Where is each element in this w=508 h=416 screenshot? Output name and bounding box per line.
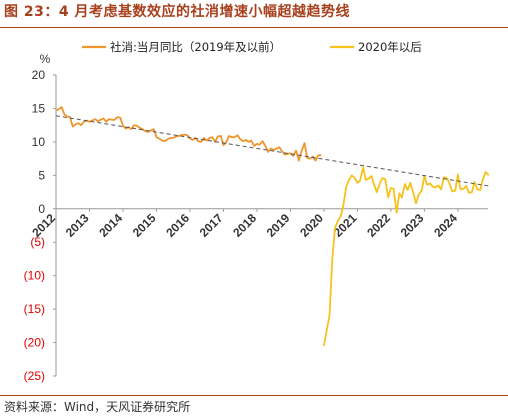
y-axis-unit: %: [40, 52, 51, 66]
y-tick-label: (25): [24, 369, 45, 383]
y-tick-label: 20: [32, 68, 46, 82]
x-tick-label: 2020: [297, 211, 326, 240]
x-tick-label: 2023: [398, 211, 427, 240]
y-tick-label: 0: [38, 202, 45, 216]
x-tick-label: 2013: [63, 211, 92, 240]
x-tick-label: 2022: [364, 211, 393, 240]
legend-label: 社消:当月同比（2019年及以前）: [110, 40, 281, 54]
chart-legend: 社消:当月同比（2019年及以前） 2020年以后: [82, 40, 422, 54]
y-tick-label: (5): [30, 235, 45, 249]
y-tick-label: 10: [32, 135, 46, 149]
series-line-pre-2020: [55, 106, 322, 162]
figure-title: 图 23：4 月考虑基数效应的社消增速小幅超越趋势线: [4, 4, 350, 20]
y-tick-label: 15: [32, 101, 46, 115]
source-divider: [0, 395, 508, 396]
trend-line: [55, 115, 489, 187]
y-tick-label: (20): [24, 336, 45, 350]
x-tick-label: 2014: [96, 211, 125, 240]
legend-item-post-2020: 2020年以后: [330, 40, 422, 54]
x-tick-label: 2024: [431, 211, 460, 240]
legend-item-pre-2020: 社消:当月同比（2019年及以前）: [82, 40, 281, 54]
legend-label: 2020年以后: [358, 40, 422, 54]
x-tick-label: 2019: [264, 211, 293, 240]
source-note: 资料来源：Wind，天风证券研究所: [4, 400, 191, 414]
chart-lines: [55, 106, 490, 347]
title-divider: [0, 27, 508, 28]
x-tick-label: 2018: [230, 211, 259, 240]
x-tick-label: 2015: [130, 211, 159, 240]
y-tick-label: (10): [24, 269, 45, 283]
series-line-post-2020: [323, 166, 490, 347]
y-tick-label: (15): [24, 302, 45, 316]
y-tick-label: 5: [38, 168, 45, 182]
x-tick-label: 2016: [163, 211, 192, 240]
x-tick-label: 2017: [197, 211, 226, 240]
